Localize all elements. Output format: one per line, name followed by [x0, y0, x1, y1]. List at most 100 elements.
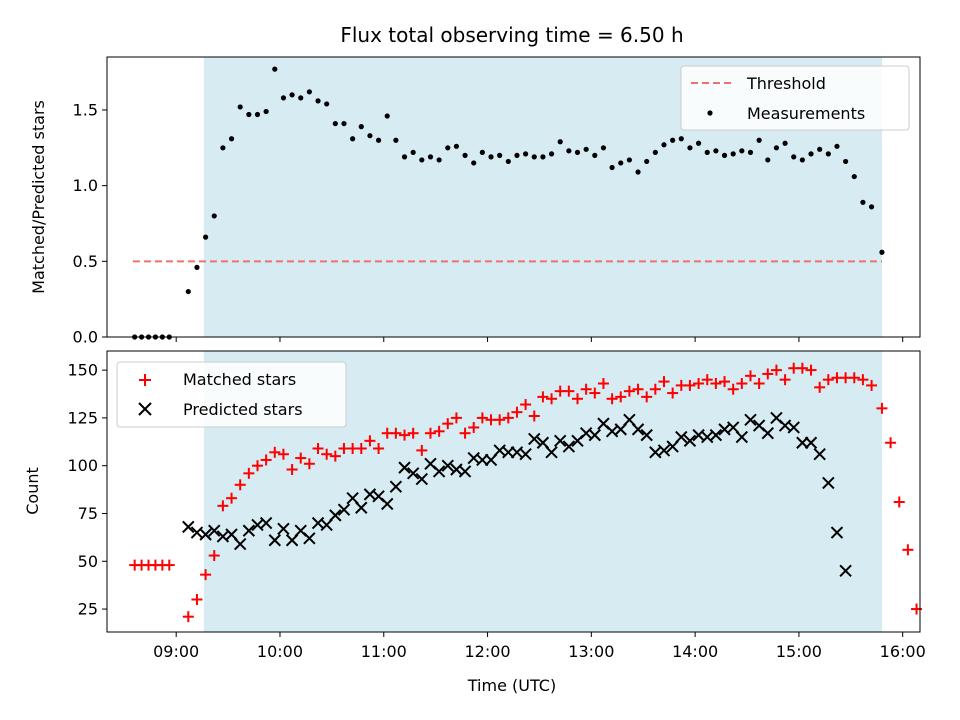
predicted-star-point [553, 434, 567, 448]
measurement-point [393, 137, 399, 143]
measurement-point [678, 136, 684, 142]
matched-star-point [857, 374, 869, 386]
predicted-star-point [329, 509, 342, 522]
matched-star-point [693, 377, 705, 389]
matched-star-point [312, 442, 324, 454]
measurement-point [721, 152, 728, 158]
predicted-star-point [199, 528, 212, 541]
count-legend: Matched stars Predicted stars [116, 361, 347, 428]
matched-star-point [442, 418, 454, 430]
matched-star-point [234, 479, 246, 491]
measurement-point [687, 145, 693, 151]
predicted-star-point [839, 564, 852, 578]
measurement-point [868, 204, 875, 210]
x-tick-label: 11:00 [361, 642, 407, 661]
measurement-point [419, 157, 425, 163]
matched-star-point [710, 377, 722, 389]
predicted-star-point [519, 448, 532, 461]
predicted-star-point [277, 522, 290, 535]
x-tick-label: 09:00 [153, 642, 199, 661]
matched-star-point [537, 391, 549, 403]
predicted-star-point [562, 440, 576, 453]
measurement-point [851, 173, 857, 180]
matched-star-point [373, 442, 385, 454]
y-tick-label: 0.0 [73, 328, 98, 347]
matched-star-point [355, 442, 367, 454]
matched-star-point [163, 559, 175, 571]
measurement-point [367, 133, 373, 139]
matched-star-point [866, 379, 878, 391]
legend-measurements-swatch [707, 110, 713, 116]
measurement-point [879, 249, 885, 255]
matched-star-point [814, 381, 826, 393]
predicted-star-point [268, 534, 281, 547]
measurement-point [566, 148, 572, 154]
predicted-star-point [528, 432, 541, 446]
matched-star-point [260, 454, 272, 466]
matched-star-point [667, 387, 679, 399]
chart-title: Flux total observing time = 6.50 h [340, 23, 683, 47]
legend-predicted-label: Predicted stars [183, 400, 303, 419]
matched-star-point [182, 611, 194, 623]
predicted-star-point [337, 503, 351, 516]
measurement-point [254, 111, 261, 118]
matched-star-point [295, 452, 307, 464]
measurement-point [401, 154, 408, 160]
matched-star-point [399, 429, 411, 441]
measurement-point [263, 108, 269, 115]
matched-star-point [589, 387, 601, 399]
predicted-star-point [415, 472, 429, 486]
matched-star-point [433, 425, 445, 437]
measurement-point [514, 152, 520, 158]
ratio-panel: 0.0 0.5 1.0 1.5 Matched/Predicted stars Thr… [29, 56, 921, 347]
matched-star-point [597, 377, 609, 389]
predicted-star-point [259, 516, 273, 530]
matched-star-point [876, 402, 888, 414]
x-tick-label: 12:00 [464, 642, 510, 661]
measurement-point [445, 145, 451, 151]
x-tick-label: 16:00 [880, 642, 926, 661]
matched-star-point [719, 376, 731, 388]
matched-star-point [450, 412, 462, 424]
legend-threshold-label: Threshold [746, 74, 826, 93]
predicted-star-point [208, 524, 221, 537]
y-tick-label: 1.5 [73, 100, 98, 119]
measurement-point [540, 154, 546, 160]
measurement-point [670, 137, 676, 143]
measurement-point [194, 264, 200, 270]
measurement-point [488, 154, 494, 160]
measurement-point [332, 120, 338, 127]
matched-star-point [848, 372, 860, 384]
predicted-star-point [675, 430, 688, 444]
matched-star-point [390, 427, 402, 439]
measurement-point [453, 143, 460, 149]
predicted-star-point [406, 467, 420, 480]
predicted-star-point [432, 465, 446, 478]
predicted-star-point [640, 428, 653, 442]
count-legend-box [116, 361, 347, 428]
measurement-point [713, 148, 719, 154]
x-tick-label: 15:00 [776, 642, 822, 661]
measurement-point [730, 151, 736, 157]
measurement-point [462, 152, 468, 158]
measurement-point [306, 89, 312, 95]
measurement-point [523, 151, 529, 157]
predicted-star-point [813, 448, 826, 461]
x-tick-label: 14:00 [672, 642, 718, 661]
legend-predicted-swatch [138, 402, 152, 416]
measurement-point [185, 288, 191, 295]
measurement-point [799, 157, 805, 163]
measurement-point [574, 149, 581, 155]
measurement-point [548, 151, 555, 157]
predicted-star-point [182, 520, 195, 534]
matched-star-point [191, 594, 203, 606]
measurement-point [228, 136, 235, 142]
measurement-point [315, 98, 321, 104]
matched-star-point [528, 410, 540, 422]
y-tick-label: 0.5 [73, 252, 98, 271]
measurement-point [808, 151, 814, 157]
ratio-panel-ylabel: Matched/Predicted stars [29, 100, 48, 294]
measurement-point [427, 154, 434, 160]
measurement-point [834, 143, 840, 149]
measurement-point [661, 142, 667, 148]
